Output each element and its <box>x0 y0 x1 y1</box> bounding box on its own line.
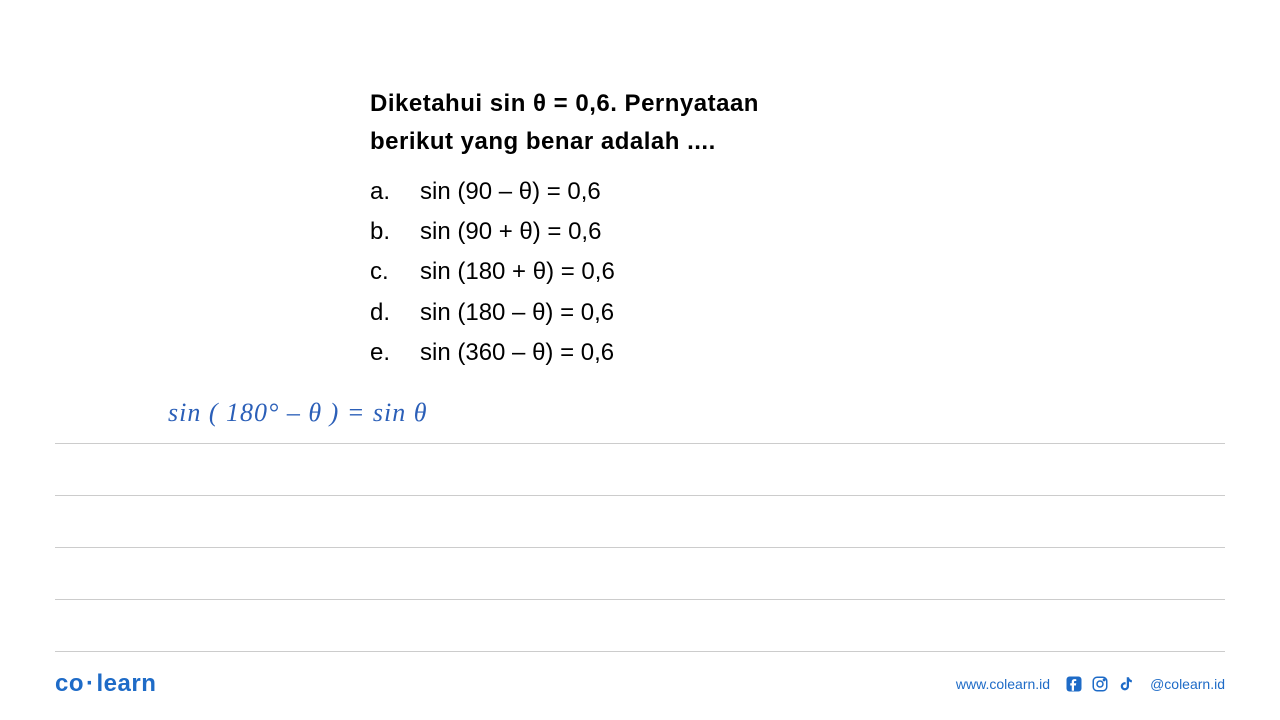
question-block: Diketahui sin θ = 0,6. Pernyataan beriku… <box>370 85 870 373</box>
option-text: sin (360 – θ) = 0,6 <box>420 333 614 373</box>
question-line-1: Diketahui sin θ = 0,6. Pernyataan <box>370 90 759 117</box>
ruled-line <box>55 495 1225 496</box>
question-text: Diketahui sin θ = 0,6. Pernyataan beriku… <box>370 85 870 162</box>
option-letter: d. <box>370 293 420 333</box>
option-b: b. sin (90 + θ) = 0,6 <box>370 212 870 252</box>
option-text: sin (90 – θ) = 0,6 <box>420 172 601 212</box>
logo-co: co <box>55 670 84 697</box>
option-a: a. sin (90 – θ) = 0,6 <box>370 172 870 212</box>
logo-dot: · <box>86 670 95 697</box>
footer: co·learn www.colearn.id @colearn.id <box>0 670 1280 698</box>
ruled-line <box>55 443 1225 444</box>
website-url: www.colearn.id <box>956 676 1050 692</box>
option-e: e. sin (360 – θ) = 0,6 <box>370 333 870 373</box>
option-text: sin (180 + θ) = 0,6 <box>420 252 615 292</box>
social-handle: @colearn.id <box>1150 676 1225 692</box>
option-text: sin (180 – θ) = 0,6 <box>420 293 614 333</box>
option-letter: e. <box>370 333 420 373</box>
option-letter: a. <box>370 172 420 212</box>
option-letter: b. <box>370 212 420 252</box>
ruled-line <box>55 651 1225 652</box>
brand-logo: co·learn <box>55 670 156 698</box>
option-c: c. sin (180 + θ) = 0,6 <box>370 252 870 292</box>
ruled-line <box>55 599 1225 600</box>
ruled-line <box>55 547 1225 548</box>
option-text: sin (90 + θ) = 0,6 <box>420 212 601 252</box>
options-list: a. sin (90 – θ) = 0,6 b. sin (90 + θ) = … <box>370 172 870 374</box>
question-line-2: berikut yang benar adalah .... <box>370 128 716 155</box>
footer-right: www.colearn.id @colearn.id <box>956 674 1225 694</box>
facebook-icon <box>1064 674 1084 694</box>
social-icons <box>1064 674 1136 694</box>
instagram-icon <box>1090 674 1110 694</box>
tiktok-icon <box>1116 674 1136 694</box>
option-d: d. sin (180 – θ) = 0,6 <box>370 293 870 333</box>
handwritten-answer: sin ( 180° – θ ) = sin θ <box>168 398 428 428</box>
logo-learn: learn <box>97 670 157 697</box>
option-letter: c. <box>370 252 420 292</box>
